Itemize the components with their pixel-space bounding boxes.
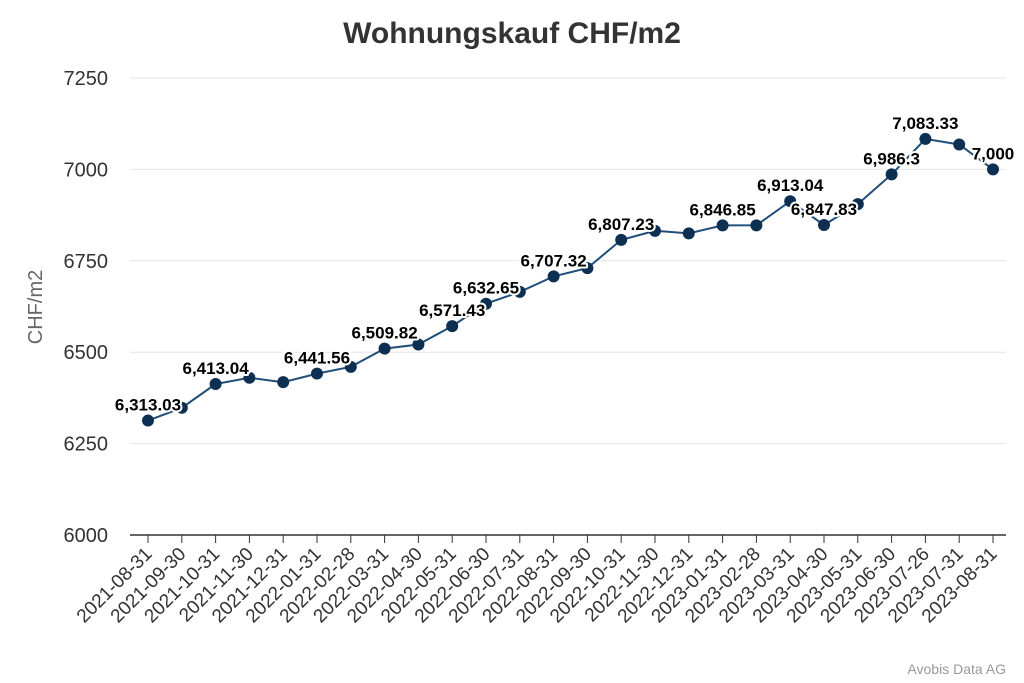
y-axis-label: CHF/m2	[25, 270, 47, 344]
data-point	[784, 195, 797, 208]
grid-lines	[130, 77, 1006, 445]
y-tick-label: 6000	[64, 525, 109, 547]
data-point	[750, 219, 763, 232]
y-tick-label: 6250	[64, 434, 109, 456]
y-tick-label: 6750	[64, 251, 109, 273]
data-label: 6,441.56	[284, 349, 350, 368]
data-point	[987, 163, 999, 176]
data-point	[378, 342, 391, 355]
data-point	[412, 338, 425, 351]
y-tick-label: 7250	[64, 68, 109, 90]
data-labels: 6,313.036,413.04 6,441.566,509.826,571.43…	[113, 112, 1016, 417]
data-point	[513, 285, 526, 298]
data-point	[716, 219, 729, 232]
data-point	[243, 371, 256, 384]
data-point	[615, 233, 628, 246]
data-point	[142, 414, 154, 427]
data-label: 6,632.65	[453, 279, 519, 298]
data-point	[311, 367, 323, 380]
data-point	[885, 168, 898, 181]
data-label: 6,509.82	[352, 324, 418, 343]
data-point	[480, 297, 492, 310]
data-label: 6,571.43	[419, 301, 485, 320]
data-label: 7,083.33	[892, 114, 958, 133]
data-point	[682, 227, 695, 240]
data-point	[818, 219, 830, 232]
data-label: 6,913.04	[757, 176, 824, 195]
y-tick-label: 7000	[64, 159, 109, 181]
data-point	[175, 401, 188, 414]
data-label: 7,000	[972, 144, 1015, 163]
data-point	[209, 377, 222, 390]
data-label: 6,413.04	[183, 359, 250, 378]
chart-title: Wohnungskauf CHF/m2	[343, 17, 681, 50]
y-tick-label: 6500	[64, 342, 109, 364]
series-line	[147, 137, 994, 422]
credit-text: Avobis Data AG	[907, 661, 1006, 677]
data-point	[581, 262, 594, 275]
data-label: 6,986.3	[863, 149, 920, 168]
data-point	[851, 198, 864, 211]
data-point	[649, 224, 661, 237]
data-point	[344, 360, 357, 373]
data-point	[953, 138, 966, 151]
data-point	[547, 270, 560, 283]
data-label: 6,846.85	[690, 200, 756, 219]
data-label: 6,807.23	[588, 215, 654, 234]
data-label: 6,313.03	[115, 396, 181, 415]
data-label: 6,707.32	[521, 251, 587, 270]
x-axis-ticks: 2021-08-312021-09-302021-10-312021-11-30…	[73, 535, 1002, 627]
y-axis-ticks: 6000 6250 6500 6750 7000 7250	[64, 68, 109, 547]
data-points	[142, 132, 999, 427]
data-point	[919, 132, 932, 145]
data-label: 6,847.83	[791, 200, 857, 219]
data-point	[277, 376, 290, 389]
data-point	[446, 320, 459, 333]
